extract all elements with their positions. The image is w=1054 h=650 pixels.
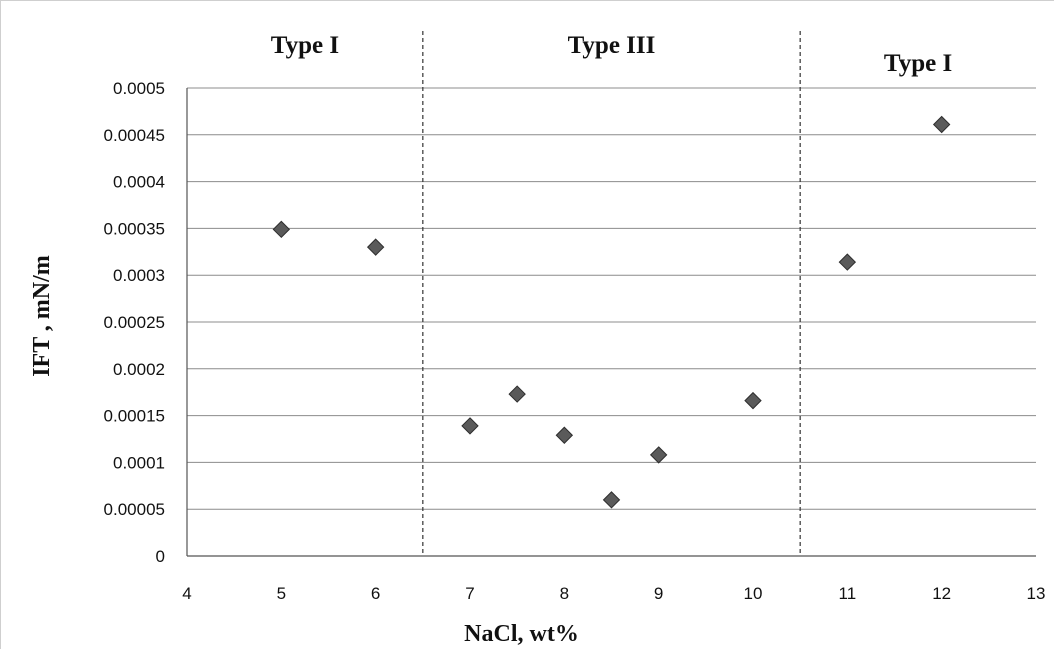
gridlines <box>187 87 1036 510</box>
data-point-diamond <box>602 491 621 509</box>
axes <box>186 88 1036 557</box>
region-dividers <box>422 31 801 556</box>
data-point-diamond <box>508 385 526 403</box>
data-point-diamond <box>555 426 574 444</box>
y-tick-label: 0.0002 <box>113 360 165 379</box>
y-tick-label: 0.0001 <box>113 453 165 472</box>
x-tick-label: 9 <box>654 584 663 603</box>
x-tick-label: 11 <box>839 584 857 603</box>
y-axis-title: IFT , mN/m <box>29 255 55 377</box>
x-axis-title: NaCl, wt% <box>464 621 579 647</box>
x-tick-label: 8 <box>560 584 569 603</box>
x-tick-label: 10 <box>744 584 763 603</box>
x-tick-label: 12 <box>932 584 951 603</box>
data-point-diamond <box>932 115 951 134</box>
x-tick-label: 4 <box>182 584 191 603</box>
x-tick-label: 6 <box>371 584 380 603</box>
y-tick-label: 0.0004 <box>113 173 165 192</box>
data-point-diamond <box>272 220 291 239</box>
y-tick-label: 0.00015 <box>104 407 165 426</box>
y-tick-label: 0.00005 <box>104 500 165 519</box>
x-tick-labels: 4 5 6 7 8 9 10 11 12 13 <box>182 584 1045 603</box>
y-tick-label: 0.00025 <box>104 313 165 332</box>
y-tick-label: 0.00045 <box>104 126 165 145</box>
region-label: Type I <box>884 50 952 77</box>
region-label: Type III <box>568 32 656 59</box>
y-tick-label: 0 <box>156 547 165 566</box>
x-tick-label: 7 <box>465 584 474 603</box>
data-point-diamond <box>744 391 762 410</box>
region-labels: Type I Type III Type I <box>271 32 952 77</box>
y-tick-label: 0.00035 <box>104 219 165 238</box>
data-point-diamond <box>838 253 857 271</box>
y-tick-label: 0.0005 <box>113 79 165 98</box>
y-tick-labels: 0 0.00005 0.0001 0.00015 0.0002 0.00025 0.0003… <box>104 79 165 566</box>
data-point-diamond <box>366 238 385 256</box>
x-tick-label: 13 <box>1027 584 1046 603</box>
data-point-diamond <box>649 446 668 464</box>
region-label: Type I <box>271 32 339 59</box>
data-point-diamond <box>461 417 479 435</box>
data-points <box>272 115 951 509</box>
x-tick-label: 5 <box>277 584 286 603</box>
y-tick-label: 0.0003 <box>113 266 165 285</box>
